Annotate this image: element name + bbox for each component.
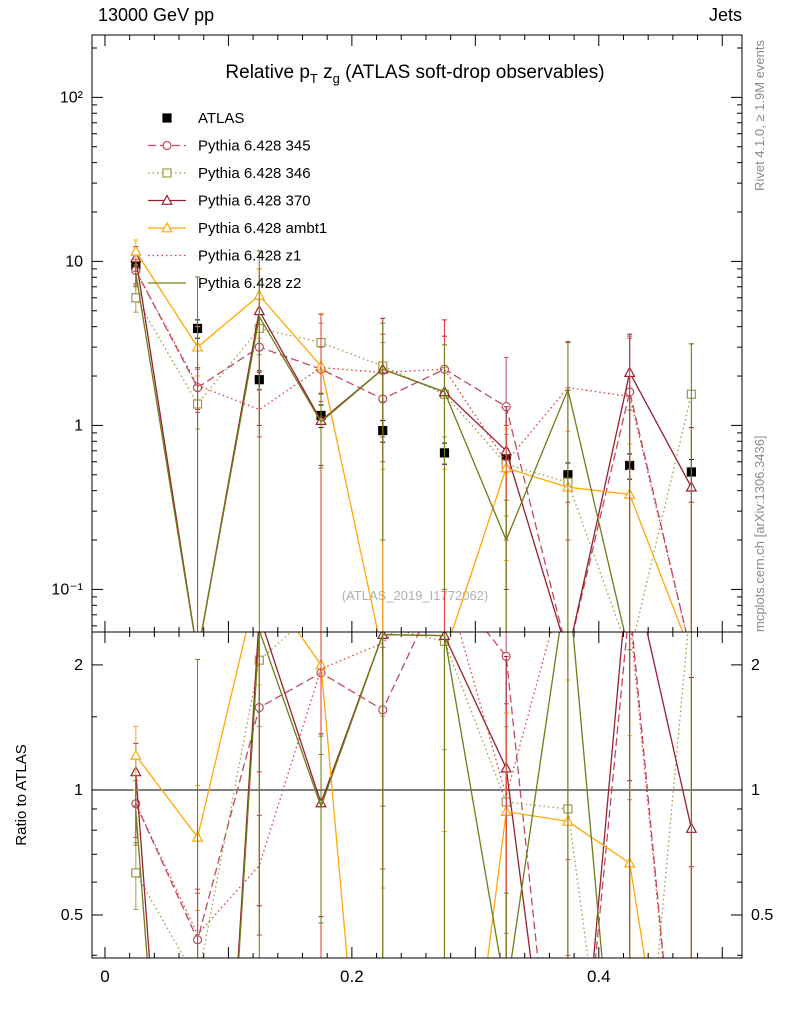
marker-triangle xyxy=(130,749,142,760)
series-line xyxy=(135,632,646,958)
marker-triangle xyxy=(130,245,142,256)
series-line xyxy=(135,251,684,632)
series-line xyxy=(135,632,603,958)
legend-item-pythia-6-428-ambt1: Pythia 6.428 ambt1 xyxy=(148,220,327,237)
legend-item-pythia-6-428-345: Pythia 6.428 345 xyxy=(148,138,311,155)
series-pythia-6-428-z2 xyxy=(133,632,692,958)
series-line xyxy=(135,632,693,958)
mcplots-attribution-note: mcplots.cern.ch [arXiv:1306.3436] xyxy=(752,435,767,632)
series-atlas xyxy=(131,258,696,490)
y-axis-tick-label: 1 xyxy=(74,417,83,434)
legend-item-atlas: ATLAS xyxy=(162,110,244,127)
axes-ticks: 0 0.2 0.4 10² 10 1 10⁻¹ 0.5 0.5 1 1 2 2 xyxy=(51,35,773,986)
series-pythia-6-428-345 xyxy=(131,632,694,958)
legend-item-pythia-6-428-z1: Pythia 6.428 z1 xyxy=(148,248,301,265)
ratio-axis-label: Ratio to ATLAS xyxy=(13,744,30,845)
legend-label: ATLAS xyxy=(198,110,244,127)
marker-triangle xyxy=(161,194,173,205)
legend-item-pythia-6-428-370: Pythia 6.428 370 xyxy=(148,193,311,210)
header-beam-energy: 13000 GeV pp xyxy=(98,5,214,25)
ratio-tick-label-right: 0.5 xyxy=(751,907,773,924)
watermark-analysis-id: (ATLAS_2019_I1772062) xyxy=(342,588,488,603)
marker-square xyxy=(162,168,172,178)
series-pythia-6-428-370 xyxy=(130,632,698,958)
title-subscript-t: T xyxy=(310,71,318,86)
legend-label: Pythia 6.428 345 xyxy=(198,138,311,155)
ratio-panel-series xyxy=(130,632,698,958)
ratio-tick-label-left: 0.5 xyxy=(61,907,83,924)
legend-item-pythia-6-428-346: Pythia 6.428 346 xyxy=(148,165,311,182)
marker-circle xyxy=(162,140,172,151)
y-axis-tick-label: 10 xyxy=(65,253,83,270)
panel-frames xyxy=(91,34,743,959)
main-panel-series xyxy=(130,239,698,632)
legend-label: Pythia 6.428 z2 xyxy=(198,275,301,292)
marker-triangle xyxy=(161,221,173,233)
ratio-tick-label-left: 2 xyxy=(74,657,83,674)
ratio-panel-frame xyxy=(91,631,743,959)
legend-label: Pythia 6.428 z1 xyxy=(198,248,301,265)
legend: ATLAS Pythia 6.428 345 Pythia 6.428 346 Pyt… xyxy=(148,110,327,292)
legend-item-pythia-6-428-z2: Pythia 6.428 z2 xyxy=(148,275,301,292)
series-line xyxy=(135,632,689,958)
legend-label: Pythia 6.428 370 xyxy=(198,193,311,210)
title-main: Relative p xyxy=(225,62,310,83)
x-axis-tick-label: 0.4 xyxy=(587,967,611,986)
legend-label: Pythia 6.428 346 xyxy=(198,165,311,182)
ratio-tick-label-right: 1 xyxy=(751,782,760,799)
series-line xyxy=(135,272,626,632)
series-pythia-6-428-z2 xyxy=(133,250,694,632)
marker-square xyxy=(162,113,172,123)
series-pythia-6-428-ambt1 xyxy=(130,632,694,958)
title-suffix: (ATLAS soft-drop observables) xyxy=(340,62,605,83)
title-zg: z xyxy=(318,62,333,83)
x-axis-tick-label: 0 xyxy=(100,967,109,986)
header-analysis-type: Jets xyxy=(709,5,742,25)
title-subscript-g: g xyxy=(333,71,340,86)
legend-label: Pythia 6.428 ambt1 xyxy=(198,220,327,237)
y-axis-tick-label: 10⁻¹ xyxy=(51,581,83,598)
y-axis-tick-label: 10² xyxy=(60,89,84,106)
marker-square xyxy=(131,868,141,878)
marker-square xyxy=(131,293,141,303)
series-pythia-6-428-346 xyxy=(131,285,696,632)
x-axis-tick-label: 0.2 xyxy=(340,967,364,986)
ratio-tick-label-left: 1 xyxy=(74,782,83,799)
rivet-version-note: Rivet 4.1.0, ≥ 1.9M events xyxy=(752,40,767,191)
series-pythia-6-428-z1 xyxy=(133,632,694,958)
plot-title: Relative pT zg (ATLAS soft-drop observab… xyxy=(225,62,604,86)
ratio-tick-label-right: 2 xyxy=(751,657,760,674)
series-pythia-6-428-345 xyxy=(131,258,694,632)
